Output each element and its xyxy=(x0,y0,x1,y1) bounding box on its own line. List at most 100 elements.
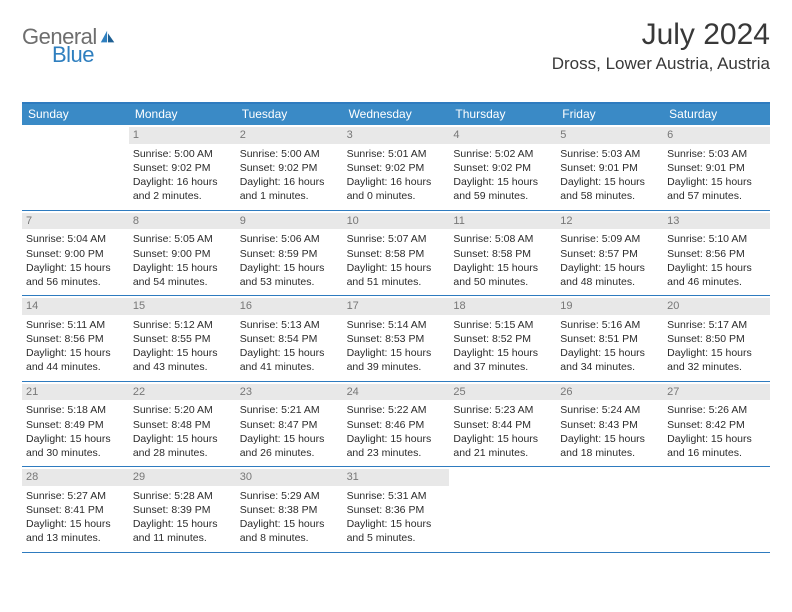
sunset-line: Sunset: 9:02 PM xyxy=(347,161,446,175)
weeks-container: 1Sunrise: 5:00 AMSunset: 9:02 PMDaylight… xyxy=(22,125,770,553)
sunset-line: Sunset: 8:38 PM xyxy=(240,503,339,517)
week-row: 14Sunrise: 5:11 AMSunset: 8:56 PMDayligh… xyxy=(22,296,770,382)
sunrise-line: Sunrise: 5:10 AM xyxy=(667,232,766,246)
sunset-line: Sunset: 8:39 PM xyxy=(133,503,232,517)
sunset-line: Sunset: 8:44 PM xyxy=(453,418,552,432)
day-number: 18 xyxy=(449,298,556,315)
day-cell: 2Sunrise: 5:00 AMSunset: 9:02 PMDaylight… xyxy=(236,125,343,210)
day-cell: 5Sunrise: 5:03 AMSunset: 9:01 PMDaylight… xyxy=(556,125,663,210)
daylight-line-2: and 56 minutes. xyxy=(26,275,125,289)
sunset-line: Sunset: 8:42 PM xyxy=(667,418,766,432)
month-title: July 2024 xyxy=(552,18,770,52)
daylight-line-2: and 34 minutes. xyxy=(560,360,659,374)
sunset-line: Sunset: 8:52 PM xyxy=(453,332,552,346)
sunrise-line: Sunrise: 5:09 AM xyxy=(560,232,659,246)
daylight-line-1: Daylight: 15 hours xyxy=(133,432,232,446)
daylight-line-1: Daylight: 15 hours xyxy=(133,346,232,360)
location-label: Dross, Lower Austria, Austria xyxy=(552,54,770,74)
daylight-line-1: Daylight: 15 hours xyxy=(560,432,659,446)
sunset-line: Sunset: 8:59 PM xyxy=(240,247,339,261)
sunset-line: Sunset: 8:49 PM xyxy=(26,418,125,432)
daylight-line-2: and 53 minutes. xyxy=(240,275,339,289)
day-cell: 29Sunrise: 5:28 AMSunset: 8:39 PMDayligh… xyxy=(129,467,236,552)
day-cell: 13Sunrise: 5:10 AMSunset: 8:56 PMDayligh… xyxy=(663,211,770,296)
daylight-line-1: Daylight: 15 hours xyxy=(560,175,659,189)
daylight-line-1: Daylight: 15 hours xyxy=(347,517,446,531)
day-cell: 27Sunrise: 5:26 AMSunset: 8:42 PMDayligh… xyxy=(663,382,770,467)
logo-text-blue: Blue xyxy=(52,42,94,67)
sunrise-line: Sunrise: 5:31 AM xyxy=(347,489,446,503)
day-cell: 24Sunrise: 5:22 AMSunset: 8:46 PMDayligh… xyxy=(343,382,450,467)
daylight-line-1: Daylight: 15 hours xyxy=(240,346,339,360)
day-number: 8 xyxy=(129,213,236,230)
sunrise-line: Sunrise: 5:04 AM xyxy=(26,232,125,246)
daylight-line-2: and 43 minutes. xyxy=(133,360,232,374)
title-block: July 2024 Dross, Lower Austria, Austria xyxy=(552,18,770,74)
week-row: 1Sunrise: 5:00 AMSunset: 9:02 PMDaylight… xyxy=(22,125,770,211)
sunrise-line: Sunrise: 5:15 AM xyxy=(453,318,552,332)
sunset-line: Sunset: 8:54 PM xyxy=(240,332,339,346)
daylight-line-1: Daylight: 15 hours xyxy=(26,261,125,275)
day-cell: 11Sunrise: 5:08 AMSunset: 8:58 PMDayligh… xyxy=(449,211,556,296)
day-number: 20 xyxy=(663,298,770,315)
day-cell: 15Sunrise: 5:12 AMSunset: 8:55 PMDayligh… xyxy=(129,296,236,381)
sunrise-line: Sunrise: 5:06 AM xyxy=(240,232,339,246)
sunset-line: Sunset: 9:02 PM xyxy=(133,161,232,175)
day-number: 9 xyxy=(236,213,343,230)
sunset-line: Sunset: 8:51 PM xyxy=(560,332,659,346)
sunset-line: Sunset: 8:58 PM xyxy=(347,247,446,261)
sunset-line: Sunset: 8:53 PM xyxy=(347,332,446,346)
sunrise-line: Sunrise: 5:20 AM xyxy=(133,403,232,417)
day-number: 15 xyxy=(129,298,236,315)
daylight-line-1: Daylight: 15 hours xyxy=(667,432,766,446)
daylight-line-1: Daylight: 15 hours xyxy=(667,346,766,360)
day-cell: 31Sunrise: 5:31 AMSunset: 8:36 PMDayligh… xyxy=(343,467,450,552)
daylight-line-2: and 41 minutes. xyxy=(240,360,339,374)
day-number: 6 xyxy=(663,127,770,144)
day-number: 17 xyxy=(343,298,450,315)
sunrise-line: Sunrise: 5:08 AM xyxy=(453,232,552,246)
day-header-fri: Friday xyxy=(556,104,663,125)
day-number: 7 xyxy=(22,213,129,230)
day-number: 30 xyxy=(236,469,343,486)
sunset-line: Sunset: 8:41 PM xyxy=(26,503,125,517)
sunrise-line: Sunrise: 5:03 AM xyxy=(667,147,766,161)
sunrise-line: Sunrise: 5:29 AM xyxy=(240,489,339,503)
day-cell: 17Sunrise: 5:14 AMSunset: 8:53 PMDayligh… xyxy=(343,296,450,381)
day-cell: 3Sunrise: 5:01 AMSunset: 9:02 PMDaylight… xyxy=(343,125,450,210)
day-number: 26 xyxy=(556,384,663,401)
day-cell: 22Sunrise: 5:20 AMSunset: 8:48 PMDayligh… xyxy=(129,382,236,467)
day-cell: 30Sunrise: 5:29 AMSunset: 8:38 PMDayligh… xyxy=(236,467,343,552)
day-cell: 20Sunrise: 5:17 AMSunset: 8:50 PMDayligh… xyxy=(663,296,770,381)
day-cell: 10Sunrise: 5:07 AMSunset: 8:58 PMDayligh… xyxy=(343,211,450,296)
daylight-line-1: Daylight: 15 hours xyxy=(453,432,552,446)
daylight-line-2: and 46 minutes. xyxy=(667,275,766,289)
sunrise-line: Sunrise: 5:21 AM xyxy=(240,403,339,417)
daylight-line-2: and 58 minutes. xyxy=(560,189,659,203)
sunset-line: Sunset: 9:02 PM xyxy=(240,161,339,175)
daylight-line-2: and 44 minutes. xyxy=(26,360,125,374)
sunset-line: Sunset: 8:56 PM xyxy=(26,332,125,346)
daylight-line-2: and 11 minutes. xyxy=(133,531,232,545)
sunrise-line: Sunrise: 5:01 AM xyxy=(347,147,446,161)
day-number: 16 xyxy=(236,298,343,315)
sunset-line: Sunset: 8:47 PM xyxy=(240,418,339,432)
day-number: 24 xyxy=(343,384,450,401)
day-cell: 26Sunrise: 5:24 AMSunset: 8:43 PMDayligh… xyxy=(556,382,663,467)
sunrise-line: Sunrise: 5:14 AM xyxy=(347,318,446,332)
day-cell: 28Sunrise: 5:27 AMSunset: 8:41 PMDayligh… xyxy=(22,467,129,552)
day-number: 21 xyxy=(22,384,129,401)
sunrise-line: Sunrise: 5:27 AM xyxy=(26,489,125,503)
sunrise-line: Sunrise: 5:24 AM xyxy=(560,403,659,417)
daylight-line-1: Daylight: 16 hours xyxy=(240,175,339,189)
sunset-line: Sunset: 8:48 PM xyxy=(133,418,232,432)
day-number: 23 xyxy=(236,384,343,401)
day-number: 3 xyxy=(343,127,450,144)
daylight-line-2: and 59 minutes. xyxy=(453,189,552,203)
day-number: 1 xyxy=(129,127,236,144)
sunset-line: Sunset: 8:46 PM xyxy=(347,418,446,432)
daylight-line-2: and 16 minutes. xyxy=(667,446,766,460)
daylight-line-1: Daylight: 15 hours xyxy=(560,261,659,275)
day-cell: 7Sunrise: 5:04 AMSunset: 9:00 PMDaylight… xyxy=(22,211,129,296)
daylight-line-1: Daylight: 15 hours xyxy=(26,346,125,360)
